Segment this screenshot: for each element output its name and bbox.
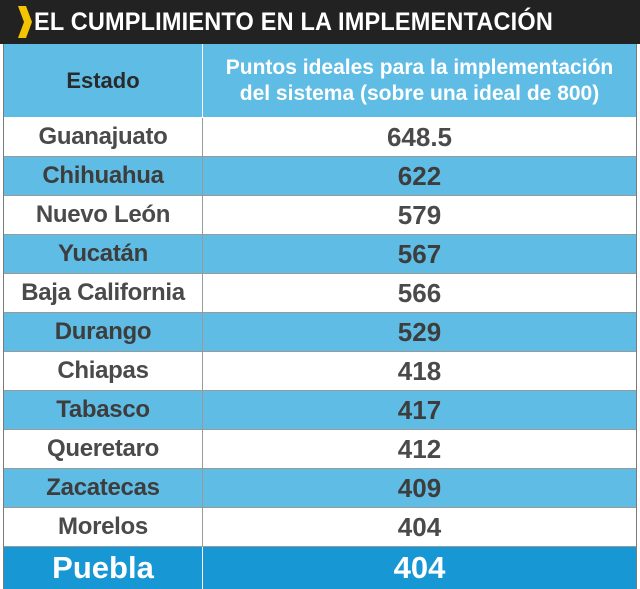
- value-cell: 412: [397, 433, 442, 464]
- value-cell: 567: [397, 238, 442, 269]
- table-row: Queretaro 412: [4, 430, 636, 469]
- state-cell: Durango: [4, 313, 203, 351]
- value-cell: 529: [397, 316, 442, 347]
- table-header: Estado Puntos ideales para la implementa…: [4, 44, 636, 118]
- value-cell: 622: [397, 160, 442, 191]
- table-row: Guanajuato 648.5: [4, 118, 636, 157]
- value-cell: 566: [397, 277, 442, 308]
- value-cell: 404: [397, 511, 442, 542]
- value-cell: 579: [397, 199, 442, 230]
- table-row: Baja California 566: [4, 274, 636, 313]
- table-row: Zacatecas 409: [4, 469, 636, 508]
- table-row-highlight: Puebla 404: [4, 547, 636, 589]
- chevron-right-icon: [18, 6, 32, 38]
- value-cell: 409: [397, 472, 442, 503]
- state-cell: Chihuahua: [4, 157, 203, 195]
- column-header-points: Puntos ideales para la implementación de…: [203, 44, 636, 117]
- table-row: Morelos 404: [4, 508, 636, 547]
- value-cell: 418: [397, 355, 442, 386]
- state-cell: Zacatecas: [4, 469, 203, 507]
- table-row: Durango 529: [4, 313, 636, 352]
- table-row: Tabasco 417: [4, 391, 636, 430]
- state-cell: Yucatán: [4, 235, 203, 273]
- state-cell: Nuevo León: [4, 196, 203, 234]
- data-table: Estado Puntos ideales para la implementa…: [3, 44, 637, 589]
- table-row: Yucatán 567: [4, 235, 636, 274]
- value-cell: 648.5: [386, 121, 453, 152]
- chart-title: EL CUMPLIMIENTO EN LA IMPLEMENTACIÓN: [34, 8, 553, 36]
- state-cell: Baja California: [4, 274, 203, 312]
- highlight-state-cell: Puebla: [4, 547, 203, 589]
- column-header-points-line-2: del sistema (sobre una ideal de 800): [239, 81, 600, 105]
- title-bar: EL CUMPLIMIENTO EN LA IMPLEMENTACIÓN: [0, 0, 640, 44]
- highlight-value-cell: 404: [393, 550, 446, 585]
- column-header-state: Estado: [4, 44, 203, 117]
- table-row: Nuevo León 579: [4, 196, 636, 235]
- table-row: Chiapas 418: [4, 352, 636, 391]
- state-cell: Guanajuato: [4, 118, 203, 156]
- table-row: Chihuahua 622: [4, 157, 636, 196]
- value-cell: 417: [397, 394, 442, 425]
- table-body: Guanajuato 648.5 Chihuahua 622 Nuevo León 579…: [4, 118, 636, 547]
- state-cell: Queretaro: [4, 430, 203, 468]
- state-cell: Chiapas: [4, 352, 203, 390]
- state-cell: Tabasco: [4, 391, 203, 429]
- column-header-points-line-1: Puntos ideales para la implementación: [225, 55, 614, 79]
- state-cell: Morelos: [4, 508, 203, 546]
